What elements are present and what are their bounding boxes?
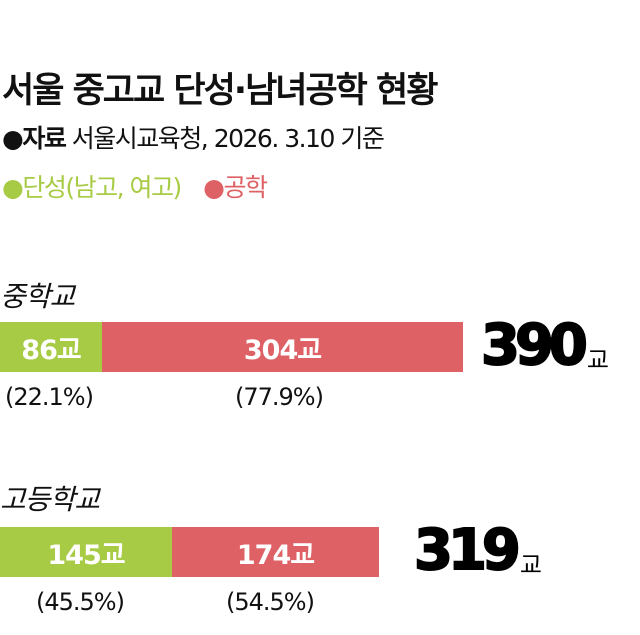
total-value: 390 bbox=[480, 313, 589, 378]
bar-segment-coed: 304교 bbox=[102, 322, 463, 372]
pct-label-coed-middle: (77.9%) bbox=[235, 383, 324, 411]
pct-label-coed-high: (54.5%) bbox=[226, 588, 315, 616]
pct-label-single-sex-middle: (22.1%) bbox=[5, 383, 94, 411]
total-middle-school: 390 교 bbox=[480, 313, 609, 378]
bar-value-label: 86교 bbox=[21, 334, 81, 366]
legend-item-coed: ●공학 bbox=[203, 173, 268, 202]
pct-label-single-sex-high: (45.5%) bbox=[36, 588, 125, 616]
source-bullet-icon: ● bbox=[2, 124, 24, 153]
bar-value-label: 304교 bbox=[243, 334, 322, 366]
stacked-bar-middle-school: 86교 304교 bbox=[0, 322, 463, 372]
total-high-school: 319 교 bbox=[413, 518, 542, 583]
bar-segment-single-sex: 145교 bbox=[0, 527, 172, 577]
legend: ●단성(남고, 여고) ●공학 bbox=[2, 168, 283, 204]
total-unit: 교 bbox=[586, 346, 609, 374]
source-label: 자료 bbox=[22, 124, 67, 153]
source-line: ●자료 서울시교육청, 2026. 3.10 기준 bbox=[2, 119, 385, 155]
legend-item-single-sex: ●단성(남고, 여고) bbox=[2, 173, 182, 202]
stacked-bar-high-school: 145교 174교 bbox=[0, 527, 379, 577]
source-text: 서울시교육청, 2026. 3.10 기준 bbox=[71, 124, 385, 153]
bar-segment-coed: 174교 bbox=[172, 527, 379, 577]
total-value: 319 bbox=[413, 518, 522, 583]
section-label-high-school: 고등학교 bbox=[0, 483, 100, 516]
bar-value-label: 174교 bbox=[236, 539, 315, 571]
chart-title: 서울 중고교 단성·남녀공학 현황 bbox=[2, 71, 438, 111]
bar-value-label: 145교 bbox=[47, 539, 125, 571]
total-unit: 교 bbox=[519, 551, 542, 579]
bar-segment-single-sex: 86교 bbox=[0, 322, 102, 372]
section-label-middle-school: 중학교 bbox=[0, 280, 75, 313]
